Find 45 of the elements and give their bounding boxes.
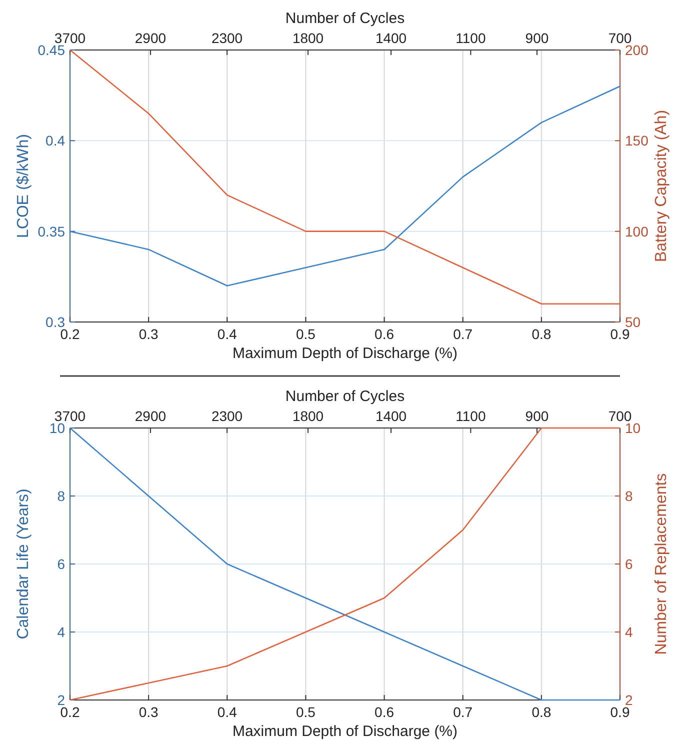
y-tick-label: 6 (57, 556, 66, 572)
x2-axis-title: Number of Cycles (285, 10, 405, 27)
x2-tick-label: 900 (525, 408, 549, 424)
x-axis-title: Maximum Depth of Discharge (%) (232, 345, 458, 362)
y2-tick-label: 6 (625, 556, 633, 572)
y2-tick-label: 4 (625, 624, 633, 640)
x2-tick-label: 1400 (375, 408, 407, 424)
line-series (69, 427, 621, 701)
x-tick-label: 0.8 (532, 704, 552, 720)
y-axis-title: Calendar Life (Years) (15, 488, 32, 640)
line-series (69, 86, 621, 286)
y-axis-title: LCOE ($/kWh) (15, 134, 32, 238)
x2-tick-label: 1800 (292, 30, 324, 46)
y2-tick-label: 100 (625, 223, 649, 240)
y2-tick-label: 150 (625, 132, 649, 149)
x2-tick-label: 2900 (134, 408, 166, 424)
line-series (69, 49, 621, 305)
x-tick-label: 0.5 (296, 704, 316, 720)
x2-tick-label: 2300 (211, 30, 243, 46)
x-axis-title: Maximum Depth of Discharge (%) (232, 723, 458, 740)
y-tick-label: 8 (57, 488, 66, 504)
x2-axis-title: Number of Cycles (285, 388, 405, 405)
x-tick-label: 0.7 (453, 704, 473, 720)
x-tick-label: 0.6 (374, 326, 394, 342)
y2-axis-title: Battery Capacity (Ah) (653, 110, 670, 262)
x-tick-label: 0.3 (138, 704, 159, 720)
x-tick-label: 0.4 (217, 704, 238, 720)
x-tick-label: 0.4 (217, 326, 238, 342)
x2-tick-label: 2300 (211, 408, 243, 424)
y2-tick-label: 8 (625, 488, 633, 504)
y-tick-label: 0.35 (38, 223, 66, 240)
y-tick-label: 0.4 (46, 132, 66, 149)
x2-tick-label: 2900 (134, 30, 166, 46)
x2-tick-label: 1100 (456, 408, 486, 424)
x2-tick-label: 900 (525, 30, 549, 46)
x-tick-label: 0.8 (532, 326, 552, 342)
x-tick-label: 0.3 (138, 326, 159, 342)
x2-tick-label: 1400 (375, 30, 407, 46)
y2-axis-title: Number of Replacements (653, 473, 670, 655)
x-tick-label: 0.7 (453, 326, 473, 342)
x2-tick-label: 1100 (456, 30, 486, 46)
y-tick-label: 4 (57, 624, 66, 640)
x2-tick-label: 1800 (292, 408, 324, 424)
x-tick-label: 0.5 (296, 326, 316, 342)
x-tick-label: 0.6 (374, 704, 394, 720)
